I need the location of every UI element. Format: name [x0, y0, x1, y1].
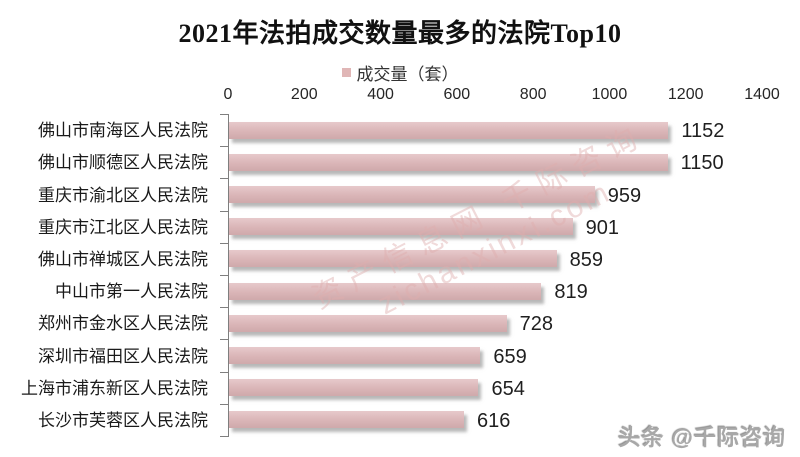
chart-title: 2021年法拍成交数量最多的法院Top10 — [178, 19, 622, 48]
bar — [229, 282, 542, 300]
category-label: 长沙市芙蓉区人民法院 — [38, 410, 208, 430]
category-label: 郑州市金水区人民法院 — [38, 314, 208, 334]
bar-value-label: 901 — [585, 216, 620, 239]
bar-value-label: 1152 — [681, 120, 725, 143]
legend-label: 成交量（套） — [356, 65, 459, 84]
bar — [229, 250, 557, 268]
category-label: 中山市第一人民法院 — [55, 282, 208, 302]
x-tick-label: 1000 — [591, 86, 628, 103]
chart-legend: 成交量（套） — [0, 60, 800, 85]
x-tick-label: 800 — [519, 86, 547, 103]
bar-value-label: 959 — [607, 184, 642, 207]
bar — [229, 121, 669, 139]
x-tick-label: 0 — [223, 86, 233, 103]
bar-value-label: 859 — [569, 248, 604, 271]
bar-value-label: 659 — [493, 345, 527, 368]
y-axis-tick — [220, 210, 229, 212]
category-label: 佛山市禅城区人民法院 — [38, 249, 208, 269]
x-tick-label: 400 — [367, 86, 394, 103]
bar — [229, 314, 507, 332]
category-label: 佛山市顺德区人民法院 — [38, 153, 208, 173]
legend-swatch-icon — [341, 68, 351, 77]
y-axis-tick — [220, 242, 229, 244]
x-tick-label: 1200 — [667, 86, 704, 103]
y-axis-tick — [220, 178, 229, 180]
bar — [229, 379, 479, 397]
y-axis-tick — [220, 275, 229, 276]
bar — [229, 218, 573, 236]
category-label: 佛山市南海区人民法院 — [38, 121, 208, 141]
bar — [229, 186, 595, 203]
category-label: 重庆市渝北区人民法院 — [38, 185, 208, 205]
y-axis-tick — [220, 307, 229, 309]
bar — [229, 411, 464, 429]
y-axis-tick — [220, 436, 229, 437]
y-axis-tick — [220, 403, 229, 405]
category-label: 深圳市福田区人民法院 — [38, 346, 208, 366]
bar-value-label: 654 — [491, 377, 525, 400]
bar-value-label: 616 — [476, 409, 511, 432]
bar-value-label: 728 — [519, 313, 554, 336]
bar-value-label: 819 — [554, 281, 588, 304]
x-tick-label: 1400 — [744, 86, 780, 103]
y-axis-tick — [220, 371, 229, 373]
x-tick-label: 600 — [443, 86, 471, 103]
bar — [229, 347, 481, 364]
y-axis-tick — [220, 146, 229, 148]
category-label: 重庆市江北区人民法院 — [38, 217, 208, 237]
y-axis-tick — [220, 339, 229, 341]
bar-value-label: 1150 — [680, 152, 724, 175]
y-axis-tick — [220, 114, 229, 115]
bar — [229, 153, 668, 171]
category-label: 上海市浦东新区人民法院 — [21, 378, 208, 398]
brand-watermark: 头条 @千际咨询 — [618, 425, 786, 450]
x-tick-label: 200 — [290, 86, 318, 103]
